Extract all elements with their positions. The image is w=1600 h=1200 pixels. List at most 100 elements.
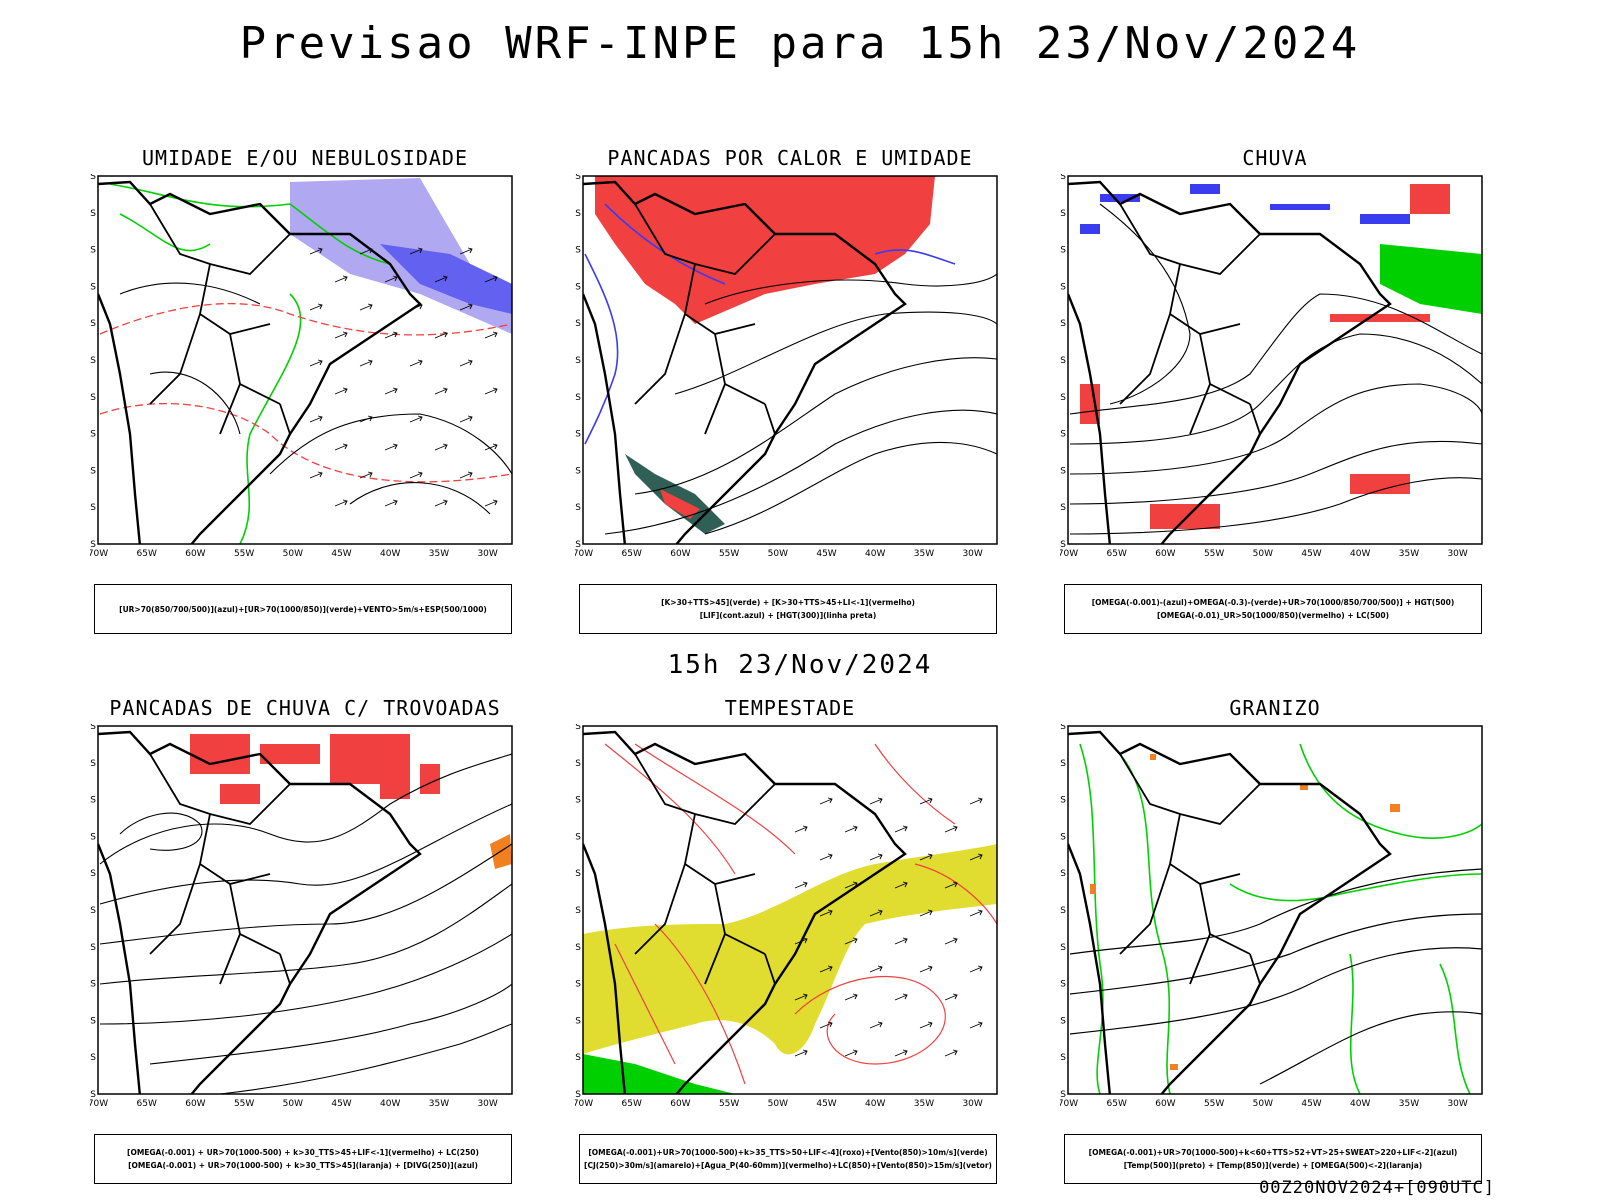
wind-vector (484, 443, 498, 451)
lon-tick-label: 55W (719, 1099, 739, 1109)
lat-tick-label: 21S (1060, 832, 1066, 842)
coastline (1068, 730, 1392, 1094)
lat-tick-label: 42S (1060, 540, 1066, 550)
wind-vector (384, 499, 398, 507)
wind-vector (894, 1049, 908, 1057)
lat-tick-label: 18S (90, 246, 96, 256)
coastline-path (98, 180, 422, 544)
panel-legend: [OMEGA(-0.001)+UR>70(1000-500)+k<60+TTS>… (1064, 1134, 1482, 1184)
map-axes: 12S 15S 18S 21S 24S 27S 30S 33S 36S 39S 42S70W 65W 6… (1060, 174, 1468, 559)
lon-tick-label: 60W (1155, 549, 1175, 559)
wind-vector (969, 797, 983, 805)
country-borders (634, 203, 776, 435)
lon-tick-label: 30W (477, 1099, 497, 1109)
map-axes: 12S 15S 18S 21S 24S 27S 30S 33S 36S 39S 42S70W 65W 6… (575, 724, 983, 1109)
coastline-path (583, 180, 907, 544)
lat-tick-label: 18S (1060, 796, 1066, 806)
map-granizo: 12S 15S 18S 21S 24S 27S 30S 33S 36S 39S 42S70W 65W 6… (1060, 724, 1483, 1109)
wind-vector (919, 909, 933, 917)
lon-tick-label: 65W (137, 1099, 157, 1109)
lon-tick-label: 35W (429, 549, 449, 559)
panel-pancadas-calor: PANCADAS POR CALOR E UMIDADE 12S 15S 18S 21… (575, 146, 1005, 634)
legend-line: [OMEGA(-0.001) + UR>70(1000-500) + k>30_… (127, 1148, 479, 1157)
wind-vector (434, 499, 448, 507)
country-borders (1119, 753, 1261, 985)
lon-tick-label: 55W (234, 1099, 254, 1109)
wind-vector (409, 471, 423, 479)
lat-tick-label: 24S (575, 869, 581, 879)
lon-tick-label: 45W (1301, 1099, 1321, 1109)
wind-vector (819, 1021, 833, 1029)
lat-tick-label: 24S (1060, 869, 1066, 879)
lat-tick-label: 42S (90, 1090, 96, 1100)
panel-title: PANCADAS DE CHUVA C/ TROVOADAS (109, 696, 501, 720)
wind-vector (869, 965, 883, 973)
lon-tick-label: 50W (283, 1099, 303, 1109)
red-small-area (660, 489, 700, 519)
lat-tick-label: 24S (90, 319, 96, 329)
country-borders (634, 753, 776, 985)
lat-tick-label: 39S (575, 503, 581, 513)
map-pancadas-calor: 12S 15S 18S 21S 24S 27S 30S 33S 36S 39S 42S70W 65W 6… (575, 174, 998, 559)
lat-tick-label: 27S (1060, 356, 1066, 366)
rain-dots-red (1080, 184, 1450, 529)
lat-tick-label: 33S (90, 430, 96, 440)
panel-trovoadas: PANCADAS DE CHUVA C/ TROVOADAS 12S 15S 18S… (90, 696, 520, 1184)
coastline-path (1068, 180, 1392, 544)
wind-vector (794, 993, 808, 1001)
wind-vector (434, 331, 448, 339)
lon-tick-label: 70W (1060, 549, 1078, 559)
wind-vector (794, 1049, 808, 1057)
wind-vector (384, 275, 398, 283)
map-axes: 12S 15S 18S 21S 24S 27S 30S 33S 36S 39S 42S70W 65W 6… (90, 724, 498, 1109)
wind-vector (819, 853, 833, 861)
coastline-path (98, 730, 422, 1094)
lat-tick-label: 33S (90, 980, 96, 990)
wind-vector (409, 359, 423, 367)
red-dashed-contours (99, 302, 512, 483)
wind-vector (919, 1021, 933, 1029)
map-trovoadas: 12S 15S 18S 21S 24S 27S 30S 33S 36S 39S 42S70W 65W 6… (90, 724, 513, 1109)
wind-green-area (583, 1054, 735, 1094)
lat-tick-label: 30S (1060, 393, 1066, 403)
lon-tick-label: 60W (185, 1099, 205, 1109)
lat-tick-label: 33S (575, 430, 581, 440)
lat-tick-label: 42S (90, 540, 96, 550)
wind-vector (969, 1021, 983, 1029)
lon-tick-label: 40W (1350, 1099, 1370, 1109)
lat-tick-label: 42S (1060, 1090, 1066, 1100)
country-borders (149, 203, 291, 435)
wind-vector (844, 937, 858, 945)
lon-tick-label: 65W (1107, 1099, 1127, 1109)
wind-vector (384, 443, 398, 451)
wind-vectors (794, 797, 983, 1057)
lat-tick-label: 30S (90, 943, 96, 953)
wind-vector (334, 443, 348, 451)
wind-vector (309, 471, 323, 479)
legend-line: [Temp(500)](preto) + [Temp(850)](verde) … (1123, 1161, 1423, 1170)
coastline (1068, 180, 1392, 544)
wind-vector (844, 993, 858, 1001)
lon-tick-label: 70W (575, 1099, 593, 1109)
lon-tick-label: 55W (719, 549, 739, 559)
lon-tick-label: 50W (768, 1099, 788, 1109)
legend-line: [LIF](cont.azul) + [HGT(300)](linha pret… (699, 611, 877, 620)
legend-line: [OMEGA(-0.001)+UR>70(1000-500)+k<60+TTS>… (1088, 1148, 1458, 1157)
mid-date-label: 15h 23/Nov/2024 (667, 650, 933, 680)
panel-tempestade: TEMPESTADE 12S 15S 18S 21S 24S 27S 30S 33S 36S 39… (575, 696, 1005, 1184)
panel-legend: [OMEGA(-0.001) + UR>70(1000-500) + k>30_… (94, 1134, 512, 1184)
map-axes: 12S 15S 18S 21S 24S 27S 30S 33S 36S 39S 42S70W 65W 6… (1060, 724, 1468, 1109)
lon-tick-label: 60W (1155, 1099, 1175, 1109)
lat-tick-label: 36S (575, 1016, 581, 1026)
lat-tick-label: 36S (1060, 1016, 1066, 1026)
lat-tick-label: 27S (90, 906, 96, 916)
lat-tick-label: 15S (1060, 209, 1066, 219)
lat-tick-label: 30S (1060, 943, 1066, 953)
wind-vector (894, 993, 908, 1001)
panel-legend: [K>30+TTS>45](verde) + [K>30+TTS>45+LI<-… (579, 584, 997, 634)
panel-title: PANCADAS POR CALOR E UMIDADE (607, 146, 973, 170)
rain-green-area (1380, 244, 1482, 314)
lon-tick-label: 35W (914, 549, 934, 559)
wind-vector (484, 499, 498, 507)
panel-title: TEMPESTADE (724, 696, 856, 720)
